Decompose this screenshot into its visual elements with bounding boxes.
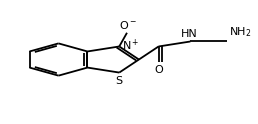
Text: O$^-$: O$^-$	[119, 19, 137, 31]
Text: S: S	[116, 76, 123, 86]
Text: NH$_2$: NH$_2$	[229, 25, 252, 39]
Text: O: O	[154, 64, 163, 75]
Text: N$^+$: N$^+$	[122, 38, 140, 53]
Text: HN: HN	[181, 29, 197, 39]
